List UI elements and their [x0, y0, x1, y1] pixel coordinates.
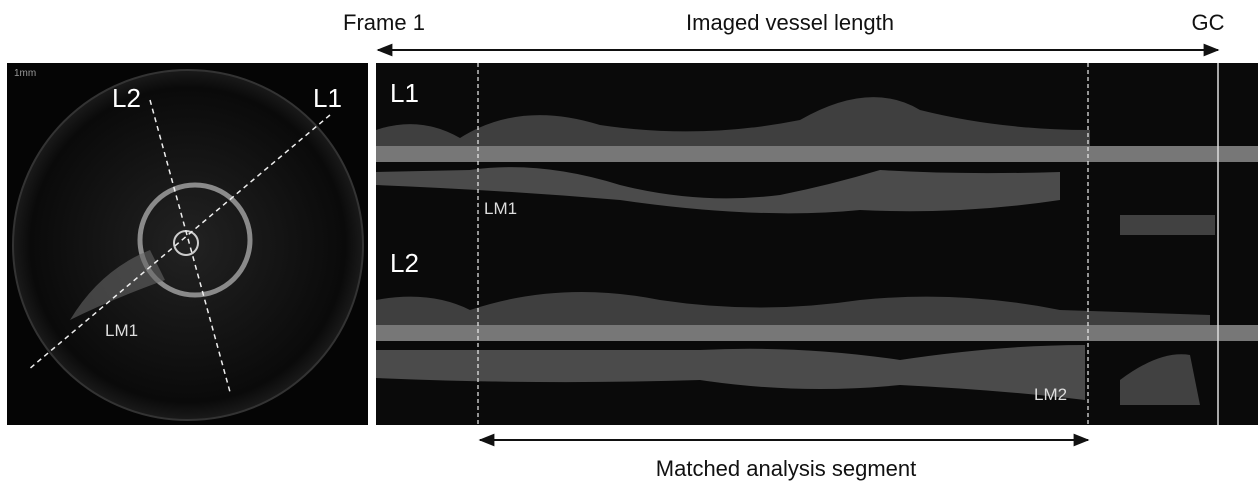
- vessel-wall: [137, 182, 253, 298]
- l2-label: L2: [112, 83, 141, 113]
- segment-label: Matched analysis segment: [656, 456, 916, 481]
- l1-upper-tissue: [376, 97, 1090, 150]
- frame-label: Frame 1: [343, 10, 425, 35]
- longitudinal: L1 LM1 L2 LM2: [376, 63, 1258, 425]
- long-l2-label: L2: [390, 248, 419, 278]
- l2-upper-tissue: [376, 292, 1210, 325]
- branch: [70, 250, 165, 320]
- gc-tissue: [1120, 215, 1215, 235]
- l1-line: [27, 114, 331, 371]
- l2-catheter: [376, 325, 1258, 341]
- cross-section: 1mm L2 L1 LM1: [7, 63, 368, 425]
- gc-label: GC: [1192, 10, 1225, 35]
- long-lm1-label: LM1: [484, 199, 517, 218]
- l1-lower-tissue: [376, 167, 1060, 214]
- l1-catheter: [376, 146, 1258, 162]
- l2-line: [149, 99, 231, 393]
- long-l1-label: L1: [390, 78, 419, 108]
- scale-label: 1mm: [14, 68, 36, 79]
- catheter-ring: [12, 69, 364, 421]
- gc-tissue-2: [1120, 354, 1200, 405]
- length-label: Imaged vessel length: [686, 10, 894, 35]
- long-lm2-label: LM2: [1034, 385, 1067, 404]
- l2-lower-tissue: [376, 345, 1085, 400]
- l1-label: L1: [313, 83, 342, 113]
- lm1-label: LM1: [105, 321, 138, 340]
